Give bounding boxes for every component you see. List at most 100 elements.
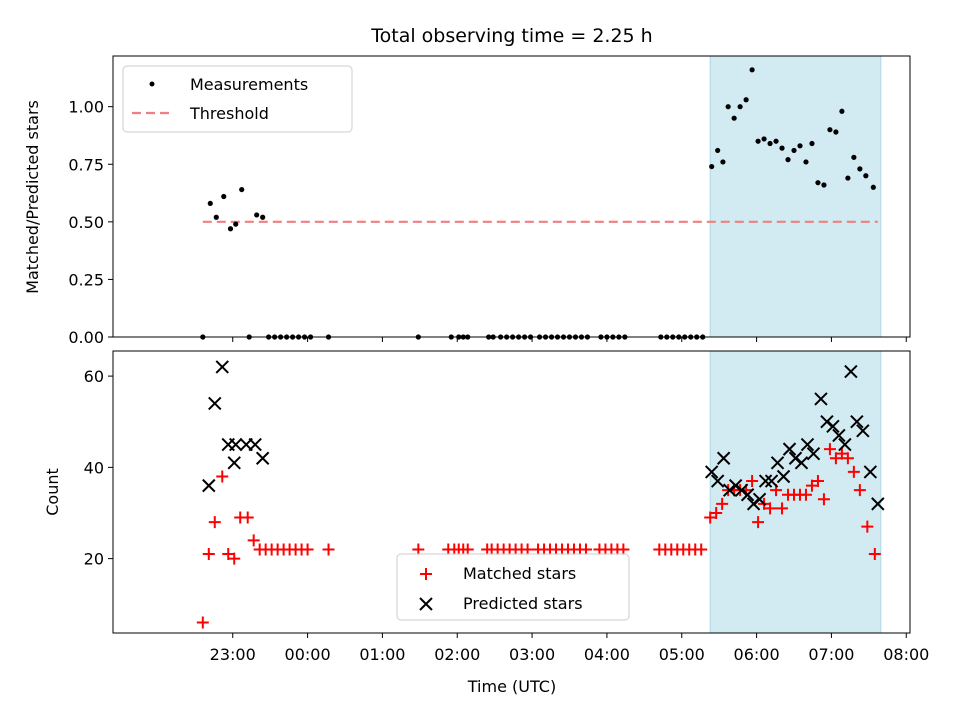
matched-star-point (301, 543, 314, 556)
matched-star-point (746, 475, 759, 488)
legend-measurements-label: Measurements (190, 75, 308, 94)
legend-predicted-label: Predicted stars (463, 594, 583, 613)
measurement-point (254, 212, 260, 218)
predicted-star-point (844, 364, 858, 379)
predicted-star-point (758, 474, 773, 488)
count-legend: Matched stars Predicted stars (396, 553, 630, 621)
measurement-point (227, 226, 234, 232)
count-y-axis-label: Count (43, 468, 62, 516)
x-tick-label: 07:00 (808, 645, 854, 664)
ratio-y-tick-label: 0.50 (68, 213, 104, 232)
count-y-ticks: 20 40 60 (84, 367, 113, 569)
count-legend-box (396, 553, 630, 621)
matched-star-point (521, 543, 534, 556)
matched-star-point (216, 470, 229, 483)
measurement-point (207, 200, 213, 207)
predicted-star-point (806, 446, 821, 461)
legend-matched-marker (420, 568, 432, 580)
matched-star-point (823, 443, 836, 456)
count-shaded-region (709, 350, 882, 634)
predicted-star-point (794, 456, 809, 470)
matched-star-point (817, 493, 830, 506)
measurement-point (845, 175, 851, 181)
measurement-point (709, 163, 715, 170)
ratio-y-tick-label: 0.00 (68, 328, 104, 347)
matched-stars-points (196, 443, 881, 629)
measurement-point (851, 154, 857, 160)
measurement-point (239, 186, 245, 193)
predicted-star-point (722, 483, 737, 497)
measurement-point (720, 159, 726, 165)
measurement-point (809, 140, 815, 147)
ratio-shaded-region (709, 55, 882, 338)
count-panel: 20 40 60 23:00 00:00 01:00 02:00 03:00 04:00 05:… (43, 350, 929, 696)
legend-measurements-marker (149, 81, 155, 87)
legend-predicted-marker (419, 597, 433, 611)
measurement-point (725, 104, 731, 110)
predicted-star-point (820, 415, 834, 429)
predicted-star-point (826, 419, 840, 433)
ratio-y-tick-label: 0.25 (68, 270, 104, 289)
matched-star-point (461, 543, 474, 556)
predicted-star-point (202, 478, 216, 493)
measurement-point (221, 193, 227, 200)
predicted-star-point (764, 474, 779, 488)
measurement-point (833, 129, 839, 135)
measurement-point (791, 147, 797, 154)
predicted-stars-points (202, 360, 885, 511)
matched-star-point (853, 484, 866, 497)
legend-matched-label: Matched stars (463, 564, 576, 583)
matched-star-point (841, 452, 854, 465)
ratio-legend-box (122, 65, 353, 133)
predicted-star-point (215, 360, 229, 374)
predicted-star-point (776, 469, 791, 484)
count-y-tick-label: 60 (84, 367, 104, 386)
chart-title: Total observing time = 2.25 h (370, 25, 652, 47)
matched-star-point (228, 552, 241, 565)
measurement-point (755, 138, 761, 144)
x-tick-label: 01:00 (359, 645, 405, 664)
measurement-point (761, 136, 767, 142)
ratio-plot-frame (112, 55, 911, 338)
predicted-star-point (208, 396, 222, 411)
x-tick-label: 04:00 (584, 645, 630, 664)
measurement-point (767, 140, 773, 147)
ratio-y-axis-label: Matched/Predicted stars (23, 100, 42, 294)
ratio-panel: 0.00 0.25 0.50 0.75 1.00 Matched/Predicted s… (23, 55, 911, 347)
x-tick-label: 23:00 (210, 645, 256, 664)
matched-star-point (776, 502, 789, 515)
predicted-star-point (782, 442, 797, 456)
matched-star-point (868, 548, 881, 561)
predicted-star-point (863, 465, 878, 479)
matched-star-point (764, 502, 777, 515)
predicted-star-point (734, 483, 749, 497)
ratio-y-tick-label: 1.00 (68, 98, 104, 117)
ratio-x-ticks (232, 337, 907, 342)
measurement-point (779, 145, 785, 151)
matched-star-point (811, 475, 824, 488)
matched-star-point (695, 543, 708, 556)
ratio-y-ticks: 0.00 0.25 0.50 0.75 1.00 (68, 98, 113, 347)
matched-star-point (196, 616, 209, 629)
count-plot-frame (112, 350, 911, 634)
predicted-star-point (850, 415, 864, 429)
matched-star-point (579, 543, 592, 556)
measurement-point (233, 221, 239, 227)
x-axis-label: Time (UTC) (467, 677, 556, 696)
measurement-point (797, 143, 803, 149)
x-tick-label: 05:00 (659, 645, 705, 664)
measurement-point (773, 138, 779, 144)
measurement-point (827, 127, 833, 133)
matched-star-point (716, 497, 729, 510)
measurement-point (715, 147, 721, 154)
matched-star-point (322, 543, 335, 556)
measurement-point (839, 108, 845, 114)
predicted-star-point (704, 465, 719, 479)
predicted-star-point (248, 437, 262, 452)
predicted-star-point (740, 488, 755, 502)
predicted-star-point (716, 451, 731, 465)
predicted-star-point (800, 437, 815, 452)
predicted-star-point (227, 456, 241, 470)
predicted-star-point (832, 428, 846, 443)
